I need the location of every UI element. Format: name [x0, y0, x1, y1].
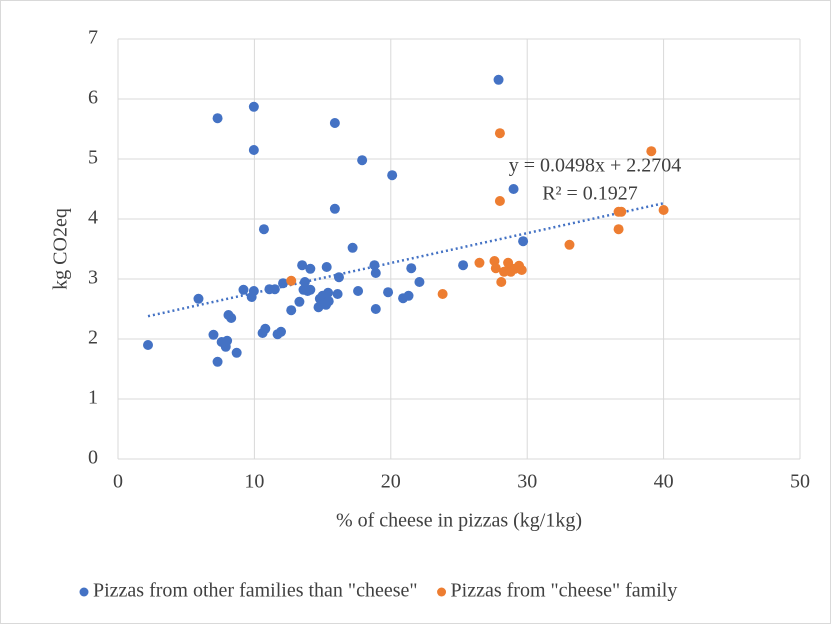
- y-axis-title: kg CO2eq: [50, 208, 72, 290]
- point: [208, 329, 219, 340]
- y-tick-label: 0: [88, 447, 98, 469]
- point: [248, 286, 259, 296]
- point: [458, 260, 469, 271]
- y-tick-label: 3: [88, 267, 98, 289]
- trendline-r-squared: R² = 0.1927: [542, 183, 638, 205]
- point: [299, 277, 310, 287]
- point: [616, 206, 627, 217]
- point: [258, 224, 269, 235]
- y-tick-label: 4: [88, 207, 98, 229]
- point: [383, 287, 394, 298]
- point: [286, 305, 297, 316]
- point: [564, 239, 575, 250]
- x-tick-label: 40: [654, 471, 674, 493]
- point: [333, 272, 344, 283]
- y-tick-label: 6: [88, 87, 98, 109]
- point: [143, 340, 154, 350]
- point: [222, 335, 233, 346]
- point: [305, 263, 316, 274]
- legend-marker: [79, 587, 89, 597]
- x-tick-label: 50: [790, 471, 810, 493]
- point: [494, 196, 505, 206]
- point: [646, 146, 657, 157]
- point: [332, 289, 343, 299]
- legend-label: Pizzas from other families than "cheese": [93, 580, 418, 602]
- point: [414, 277, 425, 287]
- point: [323, 287, 334, 298]
- point: [269, 284, 280, 295]
- point: [494, 128, 505, 139]
- point: [347, 242, 358, 253]
- point: [387, 170, 398, 181]
- point: [323, 296, 334, 307]
- point: [278, 278, 289, 289]
- y-tick-label: 1: [88, 387, 98, 409]
- point: [493, 74, 504, 85]
- point: [406, 263, 417, 274]
- point: [260, 323, 271, 334]
- x-tick-label: 30: [517, 471, 537, 493]
- point: [297, 260, 308, 271]
- point: [658, 205, 669, 215]
- point: [286, 275, 297, 286]
- point: [370, 268, 381, 278]
- point: [231, 347, 242, 358]
- point: [353, 286, 364, 296]
- x-tick-label: 20: [381, 471, 401, 493]
- point: [193, 293, 204, 304]
- point: [212, 113, 223, 124]
- point: [474, 257, 485, 268]
- x-axis-title: % of cheese in pizzas (kg/1kg): [336, 510, 582, 532]
- trendline-equation: y = 0.0498x + 2.2704: [509, 155, 682, 177]
- point: [275, 326, 286, 337]
- point: [248, 145, 259, 155]
- point: [357, 155, 368, 166]
- x-tick-label: 10: [244, 471, 264, 493]
- legend-marker: [437, 587, 447, 597]
- point: [403, 290, 414, 301]
- point: [370, 304, 381, 314]
- point: [496, 277, 507, 287]
- point: [613, 224, 624, 235]
- point: [508, 184, 519, 194]
- point: [516, 265, 527, 275]
- point: [369, 260, 380, 271]
- y-tick-label: 5: [88, 147, 98, 169]
- y-tick-label: 2: [88, 327, 98, 349]
- point: [437, 289, 448, 299]
- point: [518, 236, 529, 247]
- point: [329, 118, 340, 128]
- point: [329, 203, 340, 214]
- y-tick-label: 7: [88, 27, 98, 49]
- point: [212, 356, 223, 367]
- legend-label: Pizzas from "cheese" family: [451, 580, 678, 602]
- point: [238, 284, 249, 295]
- point: [305, 284, 316, 295]
- point: [294, 296, 305, 307]
- point: [490, 263, 501, 274]
- point: [248, 101, 259, 112]
- point: [226, 313, 237, 323]
- x-tick-label: 0: [113, 471, 123, 493]
- point: [321, 262, 332, 272]
